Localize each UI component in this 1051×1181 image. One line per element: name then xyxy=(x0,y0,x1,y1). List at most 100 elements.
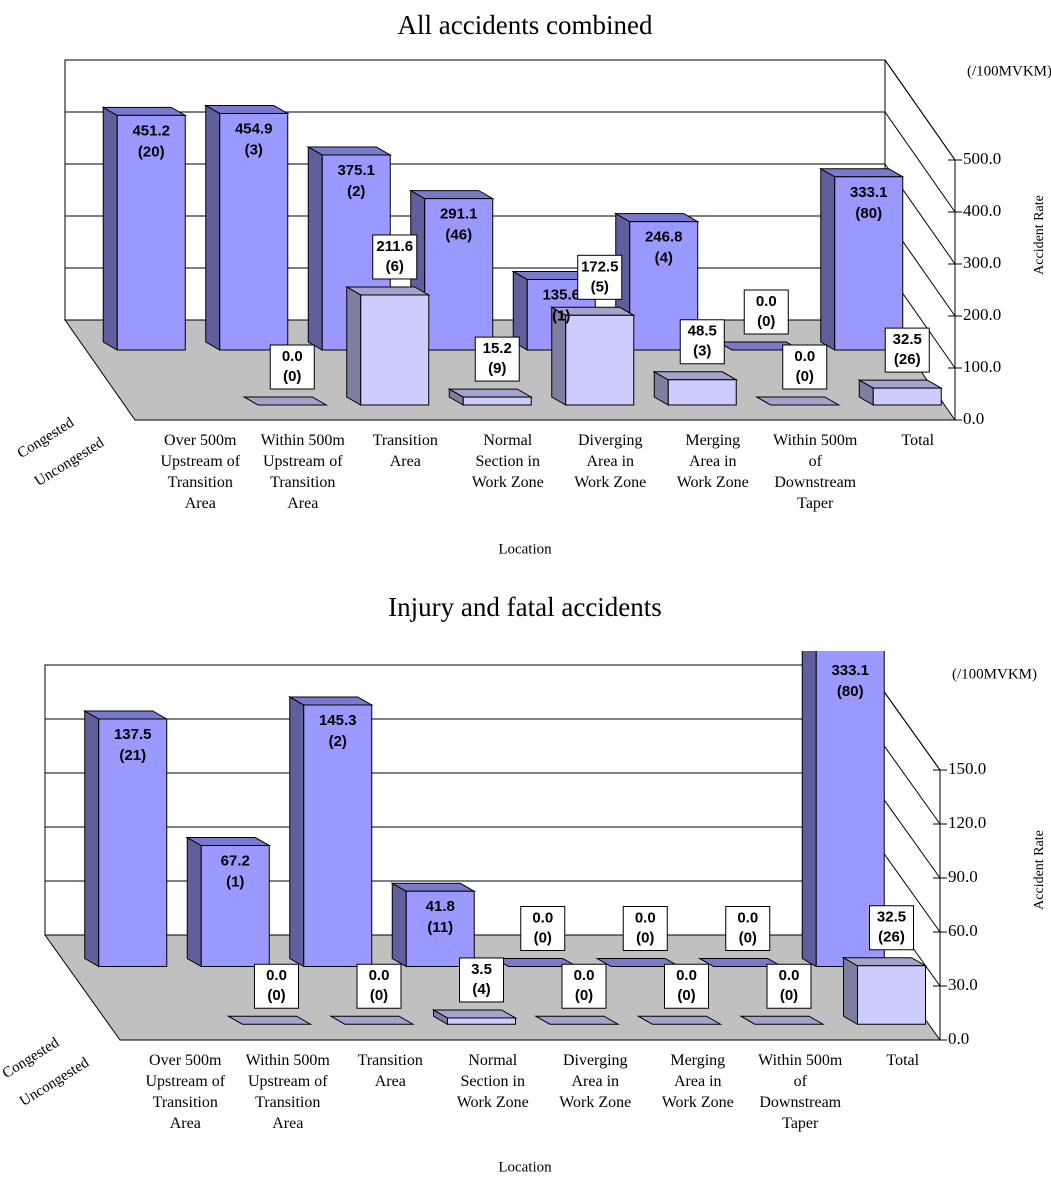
bar-side xyxy=(186,836,202,968)
data-label-count: (0) xyxy=(575,987,593,1004)
data-label-box xyxy=(782,344,828,390)
data-label: 15.2 xyxy=(483,340,512,357)
bar-top xyxy=(652,371,739,381)
data-label: 333.1 xyxy=(850,184,888,201)
bar xyxy=(667,379,737,406)
data-label-count: (0) xyxy=(283,368,301,385)
x-tick-label: Normal Section in Work Zone xyxy=(471,432,544,491)
bar xyxy=(424,198,494,351)
data-label-box xyxy=(269,344,315,390)
y-tick-label: 500.0 xyxy=(963,149,1001,168)
data-label-count: (2) xyxy=(347,183,365,200)
bar-top xyxy=(818,168,905,178)
y-tick-label: 200.0 xyxy=(963,305,1001,324)
data-label-count: (20) xyxy=(138,143,165,160)
y-tick-label: 150.0 xyxy=(948,759,986,778)
data-label: 137.5 xyxy=(114,726,152,743)
chart-panel: Injury and fatal accidents 0.0 30.0 60.0 90.… xyxy=(0,590,1051,1181)
bar xyxy=(857,965,926,1025)
data-label: 48.5 xyxy=(688,323,717,340)
data-label-count: (26) xyxy=(878,929,905,946)
bar-top xyxy=(185,837,272,847)
data-label: 0.0 xyxy=(676,967,697,984)
data-label: 32.5 xyxy=(893,331,922,348)
bar-side xyxy=(289,696,305,968)
data-label: 454.9 xyxy=(235,120,273,137)
data-label-box xyxy=(884,327,930,373)
bar-side xyxy=(346,286,362,406)
data-label: 145.3 xyxy=(319,712,357,729)
y-tick-label: 90.0 xyxy=(948,867,978,886)
data-label-box xyxy=(766,963,812,1009)
data-label: 0.0 xyxy=(266,967,287,984)
chart: All accidents combined 0.0 100.0 200.0 300.0… xyxy=(15,10,1051,557)
data-label: 172.5 xyxy=(581,258,619,275)
bar-side xyxy=(820,167,836,351)
data-label: 211.6 xyxy=(376,238,413,255)
data-label-box xyxy=(664,963,709,1009)
data-label: 333.1 xyxy=(831,662,869,679)
data-label: 0.0 xyxy=(282,348,303,365)
data-label-count: (26) xyxy=(894,351,921,368)
bar-top xyxy=(82,710,169,720)
labels: 451.2 (20) 454.9 (3) 375.1 (2) 291.1 (46) 135.6 (… xyxy=(132,120,930,390)
data-label-count: (0) xyxy=(636,929,654,946)
x-tick-label: Diverging Area in Work Zone xyxy=(574,432,647,491)
data-label-count: (0) xyxy=(267,987,285,1004)
data-label: 0.0 xyxy=(369,967,390,984)
y-tick-label: 300.0 xyxy=(963,253,1001,272)
bar-side xyxy=(391,882,407,968)
bar xyxy=(405,890,475,968)
data-label-count: (80) xyxy=(837,683,864,700)
y-unit: (/100MVKM) xyxy=(967,63,1051,79)
data-label: 135.6 xyxy=(542,286,580,303)
chart: Injury and fatal accidents 0.0 30.0 60.0 90.… xyxy=(0,592,1047,1175)
bar-top xyxy=(595,958,682,967)
data-label-count: (0) xyxy=(370,987,388,1004)
chart-panel: All accidents combined 0.0 100.0 200.0 300.0… xyxy=(0,0,1051,590)
grid-connector xyxy=(884,59,956,161)
data-label-box xyxy=(869,905,914,951)
data-label-count: (0) xyxy=(780,987,798,1004)
data-label-count: (21) xyxy=(119,747,146,764)
bar-side xyxy=(84,710,100,968)
x-tick-label: Transition Area xyxy=(357,1052,423,1090)
data-label: 451.2 xyxy=(132,122,170,139)
data-label: 0.0 xyxy=(532,909,553,926)
data-label-box xyxy=(622,906,668,951)
y-tick-label: 400.0 xyxy=(963,201,1001,220)
bar-top xyxy=(697,958,784,967)
data-label: 0.0 xyxy=(737,909,758,926)
data-label-box xyxy=(474,336,520,382)
x-tick-label: Within 500m Upstream of Transition Area xyxy=(260,432,345,512)
bar-side xyxy=(843,956,858,1026)
data-label: 0.0 xyxy=(635,909,656,926)
x-tick-label: Merging Area in Work Zone xyxy=(661,1052,734,1111)
bar-top xyxy=(390,882,477,892)
bar-top xyxy=(841,957,928,967)
data-label-box xyxy=(372,234,418,280)
bar-top xyxy=(447,388,534,398)
chart-title: All accidents combined xyxy=(398,10,653,40)
y-tick-label: 0.0 xyxy=(963,409,984,428)
data-label-box xyxy=(459,957,504,1003)
y-tick-label: 60.0 xyxy=(948,921,978,940)
data-label-box xyxy=(743,289,789,335)
bar-top xyxy=(534,1015,620,1025)
bar-top xyxy=(242,396,329,406)
x-tick-label: Diverging Area in Work Zone xyxy=(559,1052,632,1111)
bar-top xyxy=(306,146,393,156)
bar xyxy=(872,387,942,406)
x-tick-label: Within 500m of Downstream Taper xyxy=(773,432,858,512)
bar-top xyxy=(408,190,495,200)
grid-connector xyxy=(884,111,956,213)
bar-top xyxy=(344,286,431,296)
x-tick-label: Total xyxy=(886,1052,920,1069)
bar xyxy=(98,718,168,967)
x-axis-label: Location xyxy=(498,541,552,557)
data-label: 0.0 xyxy=(756,293,777,310)
data-label-count: (46) xyxy=(445,227,472,244)
bar-top xyxy=(431,1009,518,1019)
bar xyxy=(447,1017,516,1025)
bar xyxy=(462,396,532,406)
